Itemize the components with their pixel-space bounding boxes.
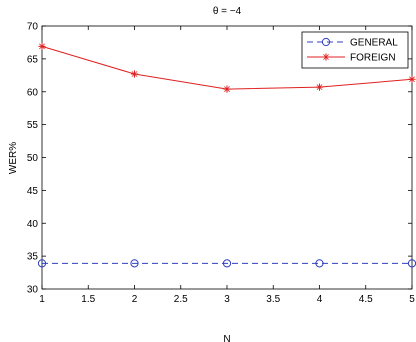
axis-ticks: 1 1.5 2 2.5 3 3.5 4 4.5 5 30 35 40 45 50 55 60 65 70 — [27, 22, 415, 306]
y-tick-label: 30 — [27, 285, 39, 296]
x-tick-label: 2.5 — [174, 294, 188, 305]
marker-general — [222, 259, 232, 268]
y-tick-label: 50 — [27, 153, 39, 164]
x-tick-label: 5 — [409, 294, 415, 305]
x-tick-label: 1 — [39, 294, 45, 305]
marker-foreign — [408, 75, 416, 83]
y-tick-label: 40 — [27, 219, 39, 230]
marker-foreign — [315, 83, 324, 91]
y-axis-label: WER% — [8, 142, 19, 174]
y-tick-label: 35 — [27, 252, 39, 263]
x-tick-label: 4 — [317, 294, 323, 305]
legend-box — [301, 31, 409, 69]
x-tick-label: 3 — [224, 294, 230, 305]
legend-label-foreign: FOREIGN — [350, 53, 396, 64]
y-tick-label: 60 — [27, 87, 39, 98]
marker-general — [315, 259, 324, 268]
x-axis-label: N — [223, 334, 230, 342]
marker-general — [37, 259, 47, 268]
marker-foreign — [130, 70, 139, 78]
legend: GENERAL FOREIGN — [301, 31, 409, 69]
y-tick-label: 55 — [27, 120, 39, 131]
y-tick-label: 70 — [27, 22, 39, 33]
y-tick-label: 45 — [27, 186, 39, 197]
x-tick-label: 4.5 — [359, 294, 373, 305]
marker-legend-general — [321, 37, 331, 47]
chart-title: θ = −4 — [213, 6, 242, 17]
x-tick-label: 1.5 — [81, 294, 95, 305]
marker-foreign — [38, 42, 46, 50]
marker-general — [130, 259, 139, 268]
marker-foreign — [223, 85, 231, 93]
legend-label-general: GENERAL — [350, 38, 398, 49]
series-layer — [37, 42, 416, 268]
marker-legend-foreign — [322, 53, 330, 61]
y-tick-label: 65 — [27, 54, 39, 65]
x-tick-label: 2 — [132, 294, 138, 305]
x-tick-label: 3.5 — [266, 294, 280, 305]
